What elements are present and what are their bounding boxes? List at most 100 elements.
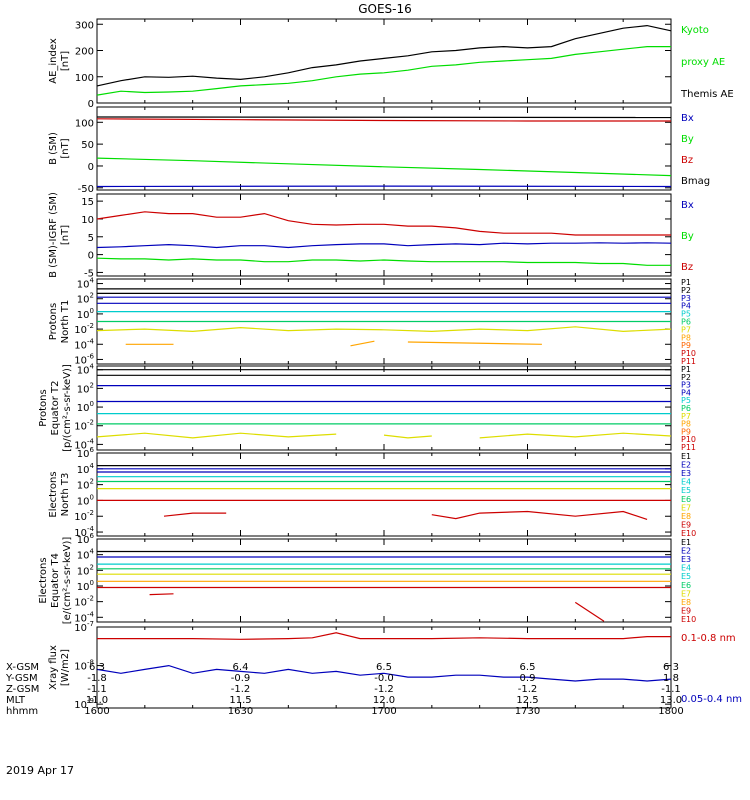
ephemeris-value: 1800 <box>658 706 683 717</box>
series-By <box>96 257 671 266</box>
y-tick-label: 10-2 <box>74 595 94 609</box>
ephemeris-value: -1.1 <box>661 684 681 695</box>
y-tick-label: 100 <box>77 579 94 593</box>
y-tick-label: 100 <box>75 118 94 129</box>
legend-entry: Bx <box>681 113 694 124</box>
ephemeris-value: 11.0 <box>86 695 108 706</box>
ephemeris-value: 11.5 <box>229 695 251 706</box>
legend-entry: P6 <box>681 404 691 413</box>
y-tick-label: 100 <box>77 400 94 414</box>
legend-entry: P6 <box>681 318 691 327</box>
legend-entry: P8 <box>681 333 691 342</box>
y-axis-label: [W/m2] <box>60 649 71 686</box>
legend-entry: E3 <box>681 555 691 564</box>
series-By <box>96 157 672 177</box>
ephemeris-row-label: Z-GSM <box>6 684 39 695</box>
ephemeris-value: -0.0 <box>374 673 394 684</box>
legend-entry: E7 <box>681 503 691 512</box>
ephemeris-value: 0.9 <box>520 673 536 684</box>
ephemeris-value: 1700 <box>371 706 396 717</box>
y-tick-label: 102 <box>77 381 94 395</box>
legend-entry: E8 <box>681 598 691 607</box>
legend-entry: Bz <box>681 262 693 273</box>
y-axis-label: Electrons <box>38 557 49 603</box>
y-axis-label: B (SM)-IGRF (SM) <box>48 192 59 278</box>
y-tick-label: -50 <box>78 184 94 195</box>
series-P8c <box>407 341 542 345</box>
y-tick-label: 102 <box>77 292 94 306</box>
series-Themis AE <box>96 24 672 87</box>
series-E8b <box>574 601 605 622</box>
legend-entry: E10 <box>681 615 696 624</box>
ephemeris-row-label: hhmm <box>6 706 38 717</box>
y-axis-label: [nT] <box>60 138 71 158</box>
legend-entry: E1 <box>681 538 691 547</box>
y-tick-label: -5 <box>84 268 94 279</box>
ephemeris-value: -0.9 <box>231 673 251 684</box>
panel-frame <box>96 18 672 104</box>
legend-entry: E5 <box>681 486 691 495</box>
ephemeris-value: 12.0 <box>373 695 395 706</box>
series-Kyoto proxy AE <box>96 45 671 96</box>
ephemeris-value: -1.2 <box>374 684 394 695</box>
series-Bmag <box>96 116 672 119</box>
series-P8b <box>350 340 375 347</box>
y-tick-label: 102 <box>77 563 94 577</box>
y-tick-label: 200 <box>75 47 94 58</box>
y-tick-label: 0 <box>88 251 94 262</box>
y-axis-label: [p/(cm²-s-sr-keV)] <box>62 364 73 452</box>
series-0.1-0.8 nm <box>97 632 671 640</box>
legend-entry: E9 <box>681 606 691 615</box>
legend-entry: P7 <box>681 412 691 421</box>
legend-entry: P11 <box>681 357 696 366</box>
y-tick-label: 104 <box>77 548 95 562</box>
y-tick-label: 104 <box>77 363 95 377</box>
legend-entry: Bmag <box>681 176 710 187</box>
legend-entry: P4 <box>681 388 691 397</box>
series-P7c <box>479 432 672 439</box>
legend-entry: E6 <box>681 495 691 504</box>
ephemeris-value: 1730 <box>515 706 540 717</box>
ephemeris-value: 6.3 <box>89 662 105 673</box>
legend-entry: P7 <box>681 325 691 334</box>
series-E8a <box>149 593 174 596</box>
y-axis-label: [nT] <box>60 51 71 71</box>
legend-entry: P3 <box>681 294 691 303</box>
legend-entry: Bz <box>681 155 693 166</box>
y-tick-label: 10-4 <box>74 337 94 351</box>
y-tick-label: 104 <box>77 462 95 476</box>
y-tick-label: 10-7 <box>74 620 94 634</box>
legend-entry: E2 <box>681 547 691 556</box>
legend-entry: E1 <box>681 452 691 461</box>
ephemeris-row-label: X-GSM <box>6 662 39 673</box>
ephemeris-value: 1630 <box>228 706 253 717</box>
series-Bx <box>96 242 672 249</box>
y-axis-label: Protons <box>48 303 59 340</box>
y-tick-label: 10-2 <box>74 322 94 336</box>
y-axis-label: [e/(cm²-s-sr-keV)] <box>62 537 73 625</box>
y-tick-label: 100 <box>77 307 94 321</box>
series-E8a <box>163 512 227 517</box>
ephemeris-value: -1.2 <box>231 684 251 695</box>
legend-entry: E10 <box>681 529 696 538</box>
legend-entry: E4 <box>681 478 691 487</box>
panel-ae-index: 0 100 200 300 AE_index [nT] Kyoto proxy AE Themi… <box>48 18 734 110</box>
legend-entry: E7 <box>681 589 691 598</box>
plot-title: GOES-16 <box>358 2 412 16</box>
legend-entry: E3 <box>681 469 691 478</box>
ephemeris-value: 6.5 <box>376 662 392 673</box>
y-axis-label: North T3 <box>60 473 71 517</box>
y-axis-label: North T1 <box>60 300 71 344</box>
y-tick-label: 102 <box>77 478 94 492</box>
ephemeris-table: X-GSMY-GSMZ-GSMMLThhmm6.3-1.8-1.111.0160… <box>5 662 684 717</box>
series-P7a <box>96 432 337 439</box>
y-axis-label: Electrons <box>48 471 59 517</box>
legend-entry: P8 <box>681 420 691 429</box>
legend-entry: E2 <box>681 461 691 470</box>
ephemeris-value: -1.1 <box>87 684 107 695</box>
legend-entry: P9 <box>681 341 691 350</box>
